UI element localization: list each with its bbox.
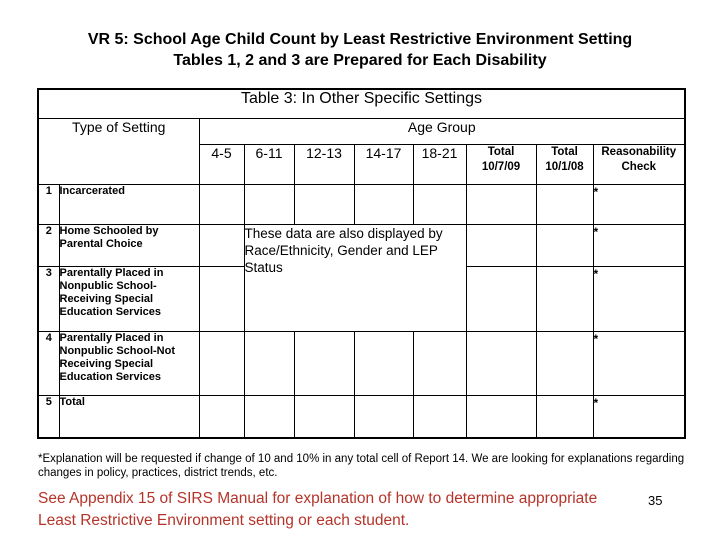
row-number: 3 [37,265,60,332]
data-cell [465,265,537,332]
data-cell [535,223,594,267]
check-cell: * [592,394,686,439]
header-age-group: Age Group [198,117,686,145]
data-cell [535,265,594,332]
appendix-note: See Appendix 15 of SIRS Manual for expla… [38,490,598,529]
data-cell [412,183,467,225]
data-cell [535,394,594,439]
check-cell: * [592,330,686,396]
data-cell [535,330,594,396]
data-cell [243,183,295,225]
data-cell [293,330,355,396]
header-age-18-21: 18-21 [412,143,467,185]
data-cell [353,330,414,396]
page-number: 35 [648,493,663,508]
header-total-10-1-08-line1: Total [551,145,578,158]
check-cell: * [592,265,686,332]
header-age-4-5: 4-5 [198,143,245,185]
data-cell [198,223,245,267]
table-row: 4 Parentally Placed in Nonpublic School-… [37,330,686,396]
row-label: Total [58,394,200,439]
data-cell [198,265,245,332]
data-cell [243,394,295,439]
table-header-row: Type of Setting Age Group [37,117,686,185]
header-reasonability-line2: Check [621,160,657,173]
row-number: 4 [37,330,60,396]
row-label: Incarcerated [58,183,200,225]
header-type-of-setting: Type of Setting [37,117,200,185]
data-cell [353,394,414,439]
data-cell [465,183,537,225]
check-cell: * [592,223,686,267]
data-cell [535,183,594,225]
slide-title: VR 5: School Age Child Count by Least Re… [0,29,720,71]
data-cell [293,183,355,225]
table-subheader-row: 4-5 6-11 12-13 14-17 18-21 Total 10/7/09… [38,143,686,185]
header-total-10-7-09-line2: 10/7/09 [481,160,521,173]
slide-title-line2: Tables 1, 2 and 3 are Prepared for Each … [173,52,547,69]
table-row: 2 Home Schooled by Parental Choice These… [37,223,686,332]
table-caption-row: Table 3: In Other Specific Settings [37,88,686,119]
data-cell [412,330,467,396]
header-reasonability-check: Reasonability Check [592,143,686,185]
header-total-10-7-09: Total 10/7/09 [465,143,537,185]
slide-title-line1: VR 5: School Age Child Count by Least Re… [87,31,633,48]
row-number: 5 [37,394,60,439]
data-cell [198,394,245,439]
data-cell [465,330,537,396]
data-cell [293,394,355,439]
header-total-10-1-08: Total 10/1/08 [535,143,594,185]
overlay-note: These data are also displayed by Race/Et… [243,223,467,332]
data-cell [243,330,295,396]
data-cell [198,330,245,396]
row-number: 1 [37,183,60,225]
header-age-14-17: 14-17 [353,143,414,185]
header-age-6-11: 6-11 [243,143,295,185]
overlay-note-text: These data are also displayed by Race/Et… [244,225,443,275]
data-cell [465,394,537,439]
table-row: 5 Total * [37,394,686,439]
footnote-explanation: *Explanation will be requested if change… [38,453,685,479]
data-cell [412,394,467,439]
header-total-10-7-09-line1: Total [487,145,515,158]
data-cell [198,183,245,225]
table-row: 1 Incarcerated * [37,183,686,225]
table-row: 3 Parentally Placed in Nonpublic School-… [37,265,686,332]
check-cell: * [592,183,686,225]
row-label: Home Schooled by Parental Choice [58,223,200,267]
data-cell [353,183,414,225]
header-reasonability-line1: Reasonability [601,145,677,158]
header-total-10-1-08-line2: 10/1/08 [545,160,584,173]
row-number: 2 [37,223,60,267]
data-cell [465,223,537,267]
row-label: Parentally Placed in Nonpublic School-Re… [58,265,200,332]
header-age-12-13: 12-13 [293,143,355,185]
table-caption: Table 3: In Other Specific Settings [37,88,686,119]
table3-other-specific-settings: Table 3: In Other Specific Settings Type… [37,88,687,439]
row-label: Parentally Placed in Nonpublic School-No… [58,330,200,396]
